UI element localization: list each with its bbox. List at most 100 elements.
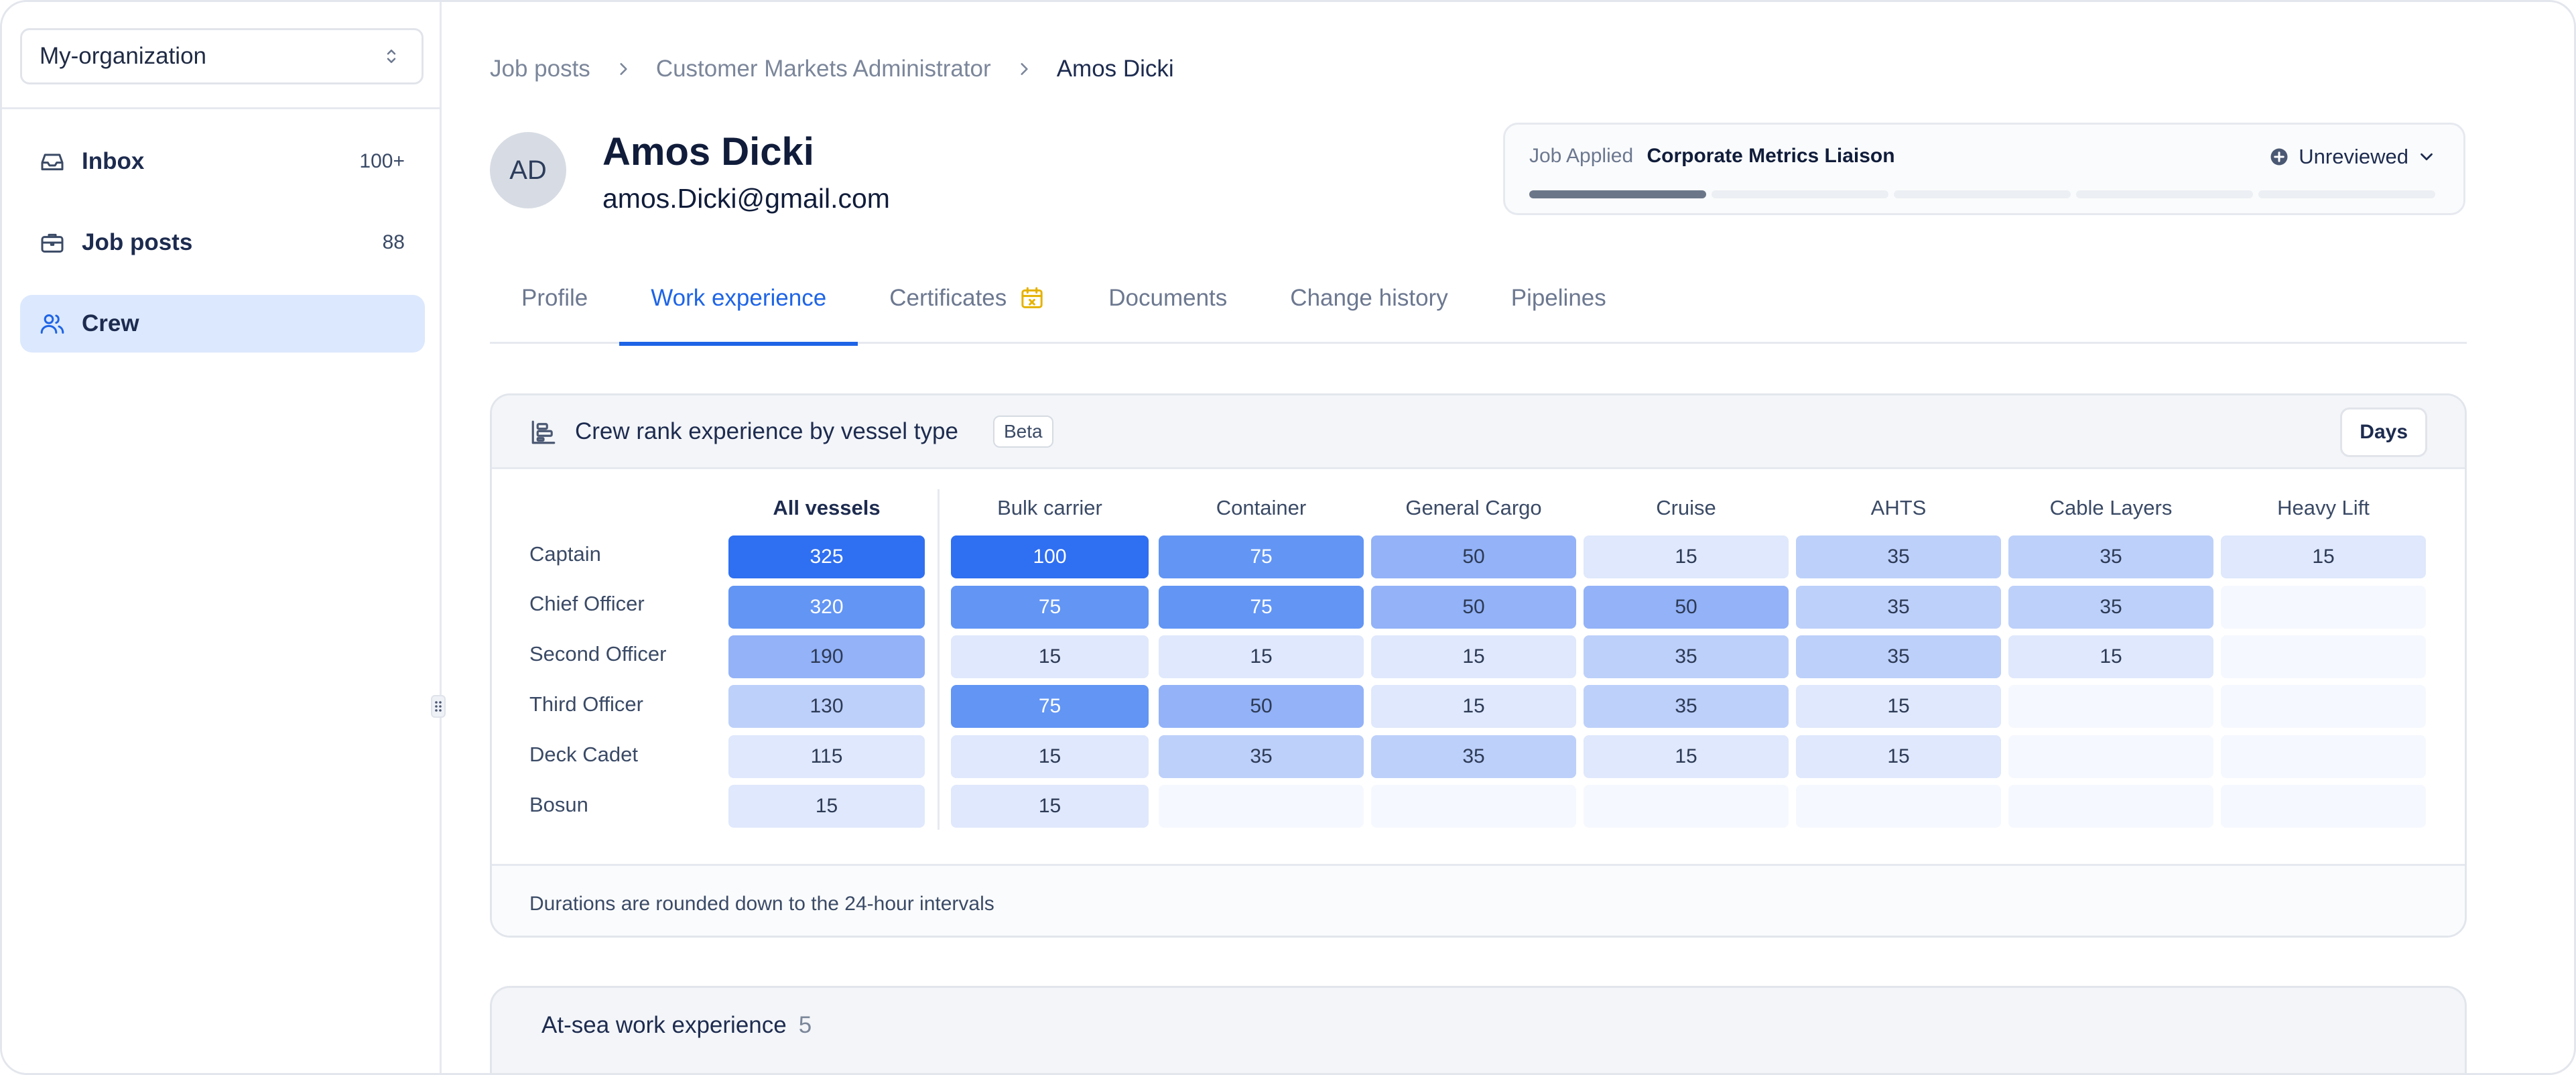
profile-tabs: Profile Work experience Certificates Doc… xyxy=(490,253,2467,346)
organization-name: My-organization xyxy=(40,43,206,69)
heatmap-cell: 50 xyxy=(1159,685,1364,728)
panel-footer: Durations are rounded down to the 24-hou… xyxy=(492,864,2465,936)
days-button[interactable]: Days xyxy=(2340,407,2427,457)
heatmap-cell: 100 xyxy=(951,535,1149,578)
tab-work-experience[interactable]: Work experience xyxy=(619,253,858,346)
heatmap-cell: 130 xyxy=(728,685,925,728)
row-header: Deck Cadet xyxy=(529,743,638,766)
heatmap-cell: 35 xyxy=(1796,635,2001,678)
status-dropdown[interactable]: Unreviewed xyxy=(2269,145,2437,169)
heatmap-cell xyxy=(1584,785,1789,828)
beta-badge: Beta xyxy=(993,416,1053,448)
sidebar-item-label: Crew xyxy=(82,310,139,336)
heatmap-cell: 35 xyxy=(1371,735,1576,778)
pipeline-progress xyxy=(1529,190,2435,198)
sidebar-divider xyxy=(2,107,440,109)
sidebar-resize-handle[interactable] xyxy=(431,695,446,718)
status-label: Unreviewed xyxy=(2299,145,2408,168)
heatmap-cell: 15 xyxy=(2221,535,2426,578)
heatmap-cell: 75 xyxy=(1159,586,1364,629)
breadcrumb-current: Amos Dicki xyxy=(1056,56,1174,82)
sidebar-item-inbox[interactable]: Inbox 100+ xyxy=(20,133,425,190)
footnote: Durations are rounded down to the 24-hou… xyxy=(529,893,994,915)
chevron-right-icon xyxy=(1015,60,1033,78)
column-header: General Cargo xyxy=(1405,496,1542,519)
inbox-icon xyxy=(39,148,66,175)
progress-segment xyxy=(1894,190,2071,198)
progress-segment xyxy=(2076,190,2253,198)
heatmap-cell: 15 xyxy=(951,635,1149,678)
column-header: Bulk carrier xyxy=(997,496,1102,519)
tab-certificates[interactable]: Certificates xyxy=(858,253,1077,344)
tab-label: Pipelines xyxy=(1510,285,1606,311)
avatar: AD xyxy=(490,132,566,208)
at-sea-title: At-sea work experience xyxy=(541,1012,787,1038)
heatmap-cell: 320 xyxy=(728,586,925,629)
heatmap-cell xyxy=(2221,635,2426,678)
heatmap-cell: 15 xyxy=(728,785,925,828)
at-sea-count: 5 xyxy=(798,1012,812,1038)
tab-label: Documents xyxy=(1108,285,1228,311)
progress-segment xyxy=(1529,190,1706,198)
inbox-count: 100+ xyxy=(359,150,405,172)
column-divider xyxy=(938,489,940,830)
heatmap-cell xyxy=(2008,785,2213,828)
calendar-warning-icon xyxy=(1019,285,1045,312)
row-header: Third Officer xyxy=(529,692,643,716)
panel-header: Crew rank experience by vessel type Beta… xyxy=(492,395,2465,469)
chevron-right-icon xyxy=(615,60,632,78)
tab-change-history[interactable]: Change history xyxy=(1259,253,1479,344)
heatmap-cell: 15 xyxy=(1796,685,2001,728)
job-application-card: Job Applied Corporate Metrics Liaison Un… xyxy=(1503,123,2465,215)
at-sea-experience-panel: At-sea work experience 5 xyxy=(490,986,2467,1073)
chart-icon xyxy=(531,420,556,444)
tab-label: Certificates xyxy=(889,285,1007,311)
plus-circle-icon xyxy=(2270,148,2288,166)
tab-pipelines[interactable]: Pipelines xyxy=(1480,253,1638,344)
job-applied-label: Job Applied xyxy=(1529,145,1634,167)
heatmap-cell xyxy=(1796,785,2001,828)
heatmap-cell xyxy=(1371,785,1576,828)
heatmap-cell: 15 xyxy=(1584,535,1789,578)
crew-rank-experience-panel: Crew rank experience by vessel type Beta… xyxy=(490,393,2467,938)
drag-handle-icon xyxy=(435,701,442,712)
heatmap-cell xyxy=(2008,735,2213,778)
sidebar-item-crew[interactable]: Crew xyxy=(20,295,425,353)
column-header: Cable Layers xyxy=(2049,496,2173,519)
heatmap-cell: 50 xyxy=(1371,535,1576,578)
sidebar-item-job-posts[interactable]: Job posts 88 xyxy=(20,214,425,271)
users-icon xyxy=(39,310,66,337)
job-applied: Job Applied Corporate Metrics Liaison xyxy=(1529,145,1895,168)
breadcrumb-job-posts[interactable]: Job posts xyxy=(490,56,590,82)
column-header: Cruise xyxy=(1656,496,1716,519)
heatmap-cell: 190 xyxy=(728,635,925,678)
progress-segment xyxy=(1712,190,1888,198)
heatmap-cell: 75 xyxy=(1159,535,1364,578)
tab-label: Profile xyxy=(521,285,588,311)
heatmap-cell: 35 xyxy=(1159,735,1364,778)
heatmap-cell: 50 xyxy=(1371,586,1576,629)
heatmap-cell: 15 xyxy=(1796,735,2001,778)
organization-select[interactable]: My-organization xyxy=(20,28,424,84)
heatmap-cell xyxy=(2221,785,2426,828)
row-header: Captain xyxy=(529,542,601,566)
progress-segment xyxy=(2258,190,2435,198)
heatmap-cell: 15 xyxy=(1584,735,1789,778)
tab-documents[interactable]: Documents xyxy=(1077,253,1259,344)
breadcrumb-job[interactable]: Customer Markets Administrator xyxy=(655,56,991,82)
tab-profile[interactable]: Profile xyxy=(490,253,619,344)
candidate-name: Amos Dicki xyxy=(602,130,814,174)
heatmap-cell: 35 xyxy=(1796,535,2001,578)
heatmap-cell: 15 xyxy=(1371,685,1576,728)
heatmap-cell xyxy=(2221,735,2426,778)
heatmap-cell xyxy=(1159,785,1364,828)
briefcase-icon xyxy=(39,229,66,256)
heatmap-cell: 35 xyxy=(1584,685,1789,728)
sidebar: My-organization Inbox 100+ Job posts 88 … xyxy=(2,2,442,1073)
heatmap-cell: 115 xyxy=(728,735,925,778)
chevron-down-icon xyxy=(2421,153,2433,161)
column-header: Heavy Lift xyxy=(2277,496,2370,519)
breadcrumb: Job posts Customer Markets Administrator… xyxy=(490,56,1174,82)
column-header: AHTS xyxy=(1870,496,1927,519)
heatmap-cell xyxy=(2008,685,2213,728)
